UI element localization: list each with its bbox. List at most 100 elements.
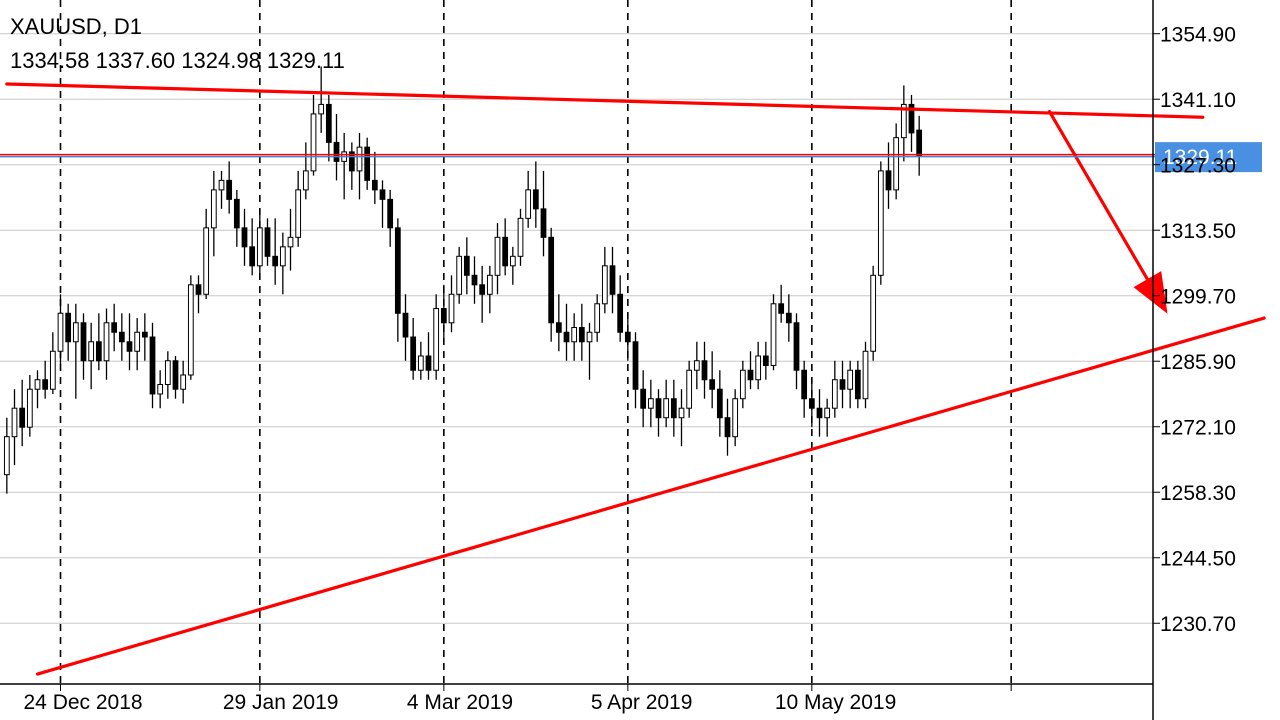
candle-body bbox=[816, 407, 823, 419]
y-tick-label: 1244.50 bbox=[1160, 548, 1236, 571]
candle-body bbox=[862, 350, 869, 400]
candle-body bbox=[218, 179, 225, 191]
candle-body bbox=[425, 355, 432, 371]
candle-body bbox=[663, 398, 670, 419]
candle bbox=[701, 341, 708, 399]
candle-body bbox=[831, 379, 838, 409]
candle bbox=[494, 223, 501, 295]
candle bbox=[655, 389, 662, 437]
candle bbox=[233, 189, 240, 247]
candle-body bbox=[640, 388, 647, 409]
candle-body bbox=[80, 322, 87, 362]
candle bbox=[555, 294, 562, 352]
candle-body bbox=[203, 227, 210, 295]
candle bbox=[709, 351, 716, 409]
candle-body bbox=[617, 293, 624, 333]
candle bbox=[295, 170, 302, 247]
candle bbox=[440, 284, 447, 342]
candle-body bbox=[739, 369, 746, 400]
candle bbox=[325, 94, 332, 162]
candle-body bbox=[586, 331, 593, 343]
candle bbox=[310, 94, 317, 176]
candle-body bbox=[701, 360, 708, 381]
candle bbox=[341, 132, 348, 200]
candle-body bbox=[3, 436, 10, 476]
candle-body bbox=[302, 170, 309, 191]
candle-body bbox=[195, 284, 202, 295]
candle bbox=[172, 356, 179, 399]
candle bbox=[908, 94, 915, 152]
candles bbox=[3, 66, 923, 494]
candle bbox=[433, 294, 440, 380]
candle-body bbox=[249, 246, 256, 267]
candle bbox=[525, 170, 532, 228]
candle-body bbox=[670, 398, 677, 419]
candle bbox=[463, 237, 470, 295]
candle-body bbox=[486, 274, 493, 295]
ohlc-values: 1334.58 1337.60 1324.98 1329.11 bbox=[10, 48, 345, 73]
candle-body bbox=[333, 141, 340, 162]
candle-body bbox=[624, 331, 631, 343]
y-tick-label: 1272.10 bbox=[1160, 417, 1236, 440]
candle-body bbox=[555, 322, 562, 333]
candle-body bbox=[755, 355, 762, 381]
candle bbox=[739, 360, 746, 409]
candle-body bbox=[885, 170, 892, 191]
candle bbox=[394, 218, 401, 342]
candle-body bbox=[241, 227, 248, 248]
candle-body bbox=[724, 417, 731, 438]
candle-body bbox=[433, 308, 440, 371]
candle bbox=[11, 389, 18, 466]
arrow-head bbox=[1133, 271, 1168, 314]
candle-body bbox=[578, 327, 585, 343]
candle-body bbox=[448, 293, 455, 324]
candle bbox=[831, 360, 838, 418]
candle bbox=[249, 218, 256, 276]
candle bbox=[601, 246, 608, 314]
candle bbox=[548, 227, 555, 342]
candle-body bbox=[402, 312, 409, 338]
candle-body bbox=[785, 312, 792, 324]
candle bbox=[49, 332, 56, 394]
candle bbox=[134, 318, 141, 371]
candle bbox=[824, 398, 831, 437]
candle-body bbox=[502, 236, 509, 267]
y-tick-label: 1285.90 bbox=[1160, 351, 1236, 374]
candle-body bbox=[793, 322, 800, 371]
candle bbox=[617, 275, 624, 342]
candle bbox=[226, 161, 233, 214]
candle bbox=[141, 313, 148, 361]
candle bbox=[540, 170, 547, 257]
candle bbox=[57, 294, 64, 366]
candle-body bbox=[440, 308, 447, 324]
candle bbox=[264, 218, 271, 266]
candle bbox=[893, 123, 900, 200]
candle bbox=[816, 389, 823, 437]
candle bbox=[678, 389, 685, 447]
candle-body bbox=[379, 189, 386, 200]
candle-body bbox=[164, 360, 171, 385]
candle bbox=[287, 208, 294, 271]
candle bbox=[609, 246, 616, 314]
candle-body bbox=[548, 236, 555, 324]
candle-body bbox=[463, 255, 470, 276]
candle bbox=[770, 294, 777, 371]
candle-body bbox=[65, 312, 72, 343]
candle-body bbox=[318, 103, 325, 115]
candle bbox=[410, 318, 417, 380]
candle-body bbox=[893, 137, 900, 191]
candle-body bbox=[118, 331, 125, 343]
candle-body bbox=[494, 236, 501, 276]
candle bbox=[210, 170, 217, 257]
candle bbox=[640, 370, 647, 428]
candle bbox=[563, 303, 570, 361]
date-separators bbox=[59, 0, 1012, 684]
y-tick-label: 1258.30 bbox=[1160, 482, 1236, 505]
candle bbox=[486, 265, 493, 314]
candle bbox=[801, 360, 808, 418]
candle bbox=[632, 332, 639, 409]
candle bbox=[203, 208, 210, 300]
candle bbox=[26, 374, 33, 437]
candle-body bbox=[141, 331, 148, 338]
